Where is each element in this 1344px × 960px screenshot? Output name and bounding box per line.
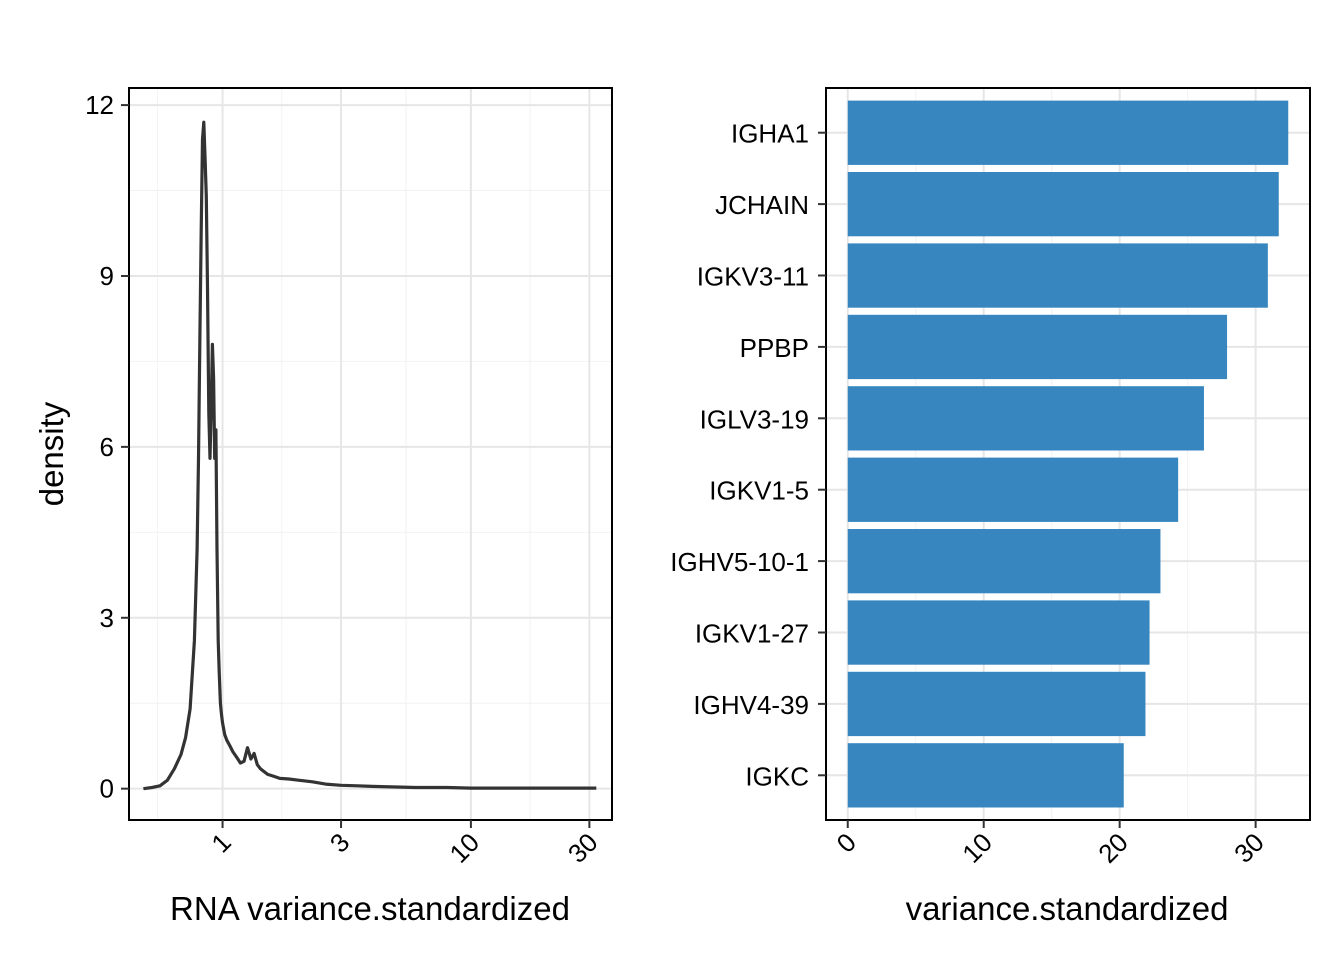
bars [847, 100, 1289, 808]
bar-category-label: IGKV1-5 [709, 476, 809, 506]
bar-x-tick-label: 0 [831, 827, 862, 858]
bar-igkc [847, 743, 1124, 808]
bar-ighv4-39 [847, 671, 1146, 737]
bar-category-label: IGHV4-39 [693, 690, 809, 720]
density-line [143, 120, 597, 791]
bar-igkv1-5 [847, 457, 1179, 522]
bar-category-label: IGKC [745, 761, 809, 791]
density-y-tick-label: 12 [85, 90, 114, 120]
bar-x-axis-title: variance.standardized [906, 890, 1229, 927]
bar-ighv5-10-1 [847, 529, 1161, 594]
bar-category-label: IGHV5-10-1 [670, 547, 809, 577]
bar-igkv3-11 [847, 243, 1268, 308]
bar-igha1 [847, 100, 1289, 165]
bar-category-axis: IGHA1 JCHAIN IGKV3-11 PPBP IGLV3-19 IGKV1-5 IG… [670, 119, 826, 791]
bar-category-label: IGLV3-19 [700, 404, 809, 434]
bar-x-tick-label: 10 [956, 827, 998, 869]
density-x-axis-title: RNA variance.standardized [170, 890, 570, 927]
bar-igkv1-27 [847, 600, 1150, 665]
density-x-tick-label: 3 [324, 827, 355, 858]
bar-panel-border [825, 87, 1311, 821]
bar-x-tick-label: 30 [1228, 827, 1270, 869]
density-y-tick-label: 9 [100, 261, 114, 291]
density-x-tick-label: 30 [562, 827, 604, 869]
density-x-axis: 1 3 10 30 [205, 820, 604, 869]
bar-value-axis: 0 10 20 30 [831, 820, 1270, 869]
density-x-tick-label: 10 [443, 827, 485, 869]
bar-category-label: PPBP [740, 333, 809, 363]
density-y-tick-label: 0 [100, 774, 114, 804]
bar-category-label: JCHAIN [715, 190, 809, 220]
bar-ppbp [847, 314, 1228, 380]
density-panel-border [128, 87, 613, 821]
density-y-axis: 0 3 6 9 12 [85, 90, 129, 804]
bar-x-tick-label: 20 [1092, 827, 1134, 869]
bar-category-label: IGKV1-27 [695, 619, 809, 649]
density-y-tick-label: 3 [100, 603, 114, 633]
bar-category-label: IGHA1 [731, 119, 809, 149]
density-y-axis-title: density [33, 401, 70, 506]
density-x-tick-label: 1 [205, 827, 236, 858]
bar-category-label: IGKV3-11 [697, 262, 809, 292]
variance-bar-panel: IGHA1 JCHAIN IGKV3-11 PPBP IGLV3-19 IGKV1-5 IG… [670, 87, 1311, 927]
bar-iglv3-19 [847, 386, 1204, 451]
density-y-tick-label: 6 [100, 432, 114, 462]
bar-jchain [847, 172, 1279, 237]
